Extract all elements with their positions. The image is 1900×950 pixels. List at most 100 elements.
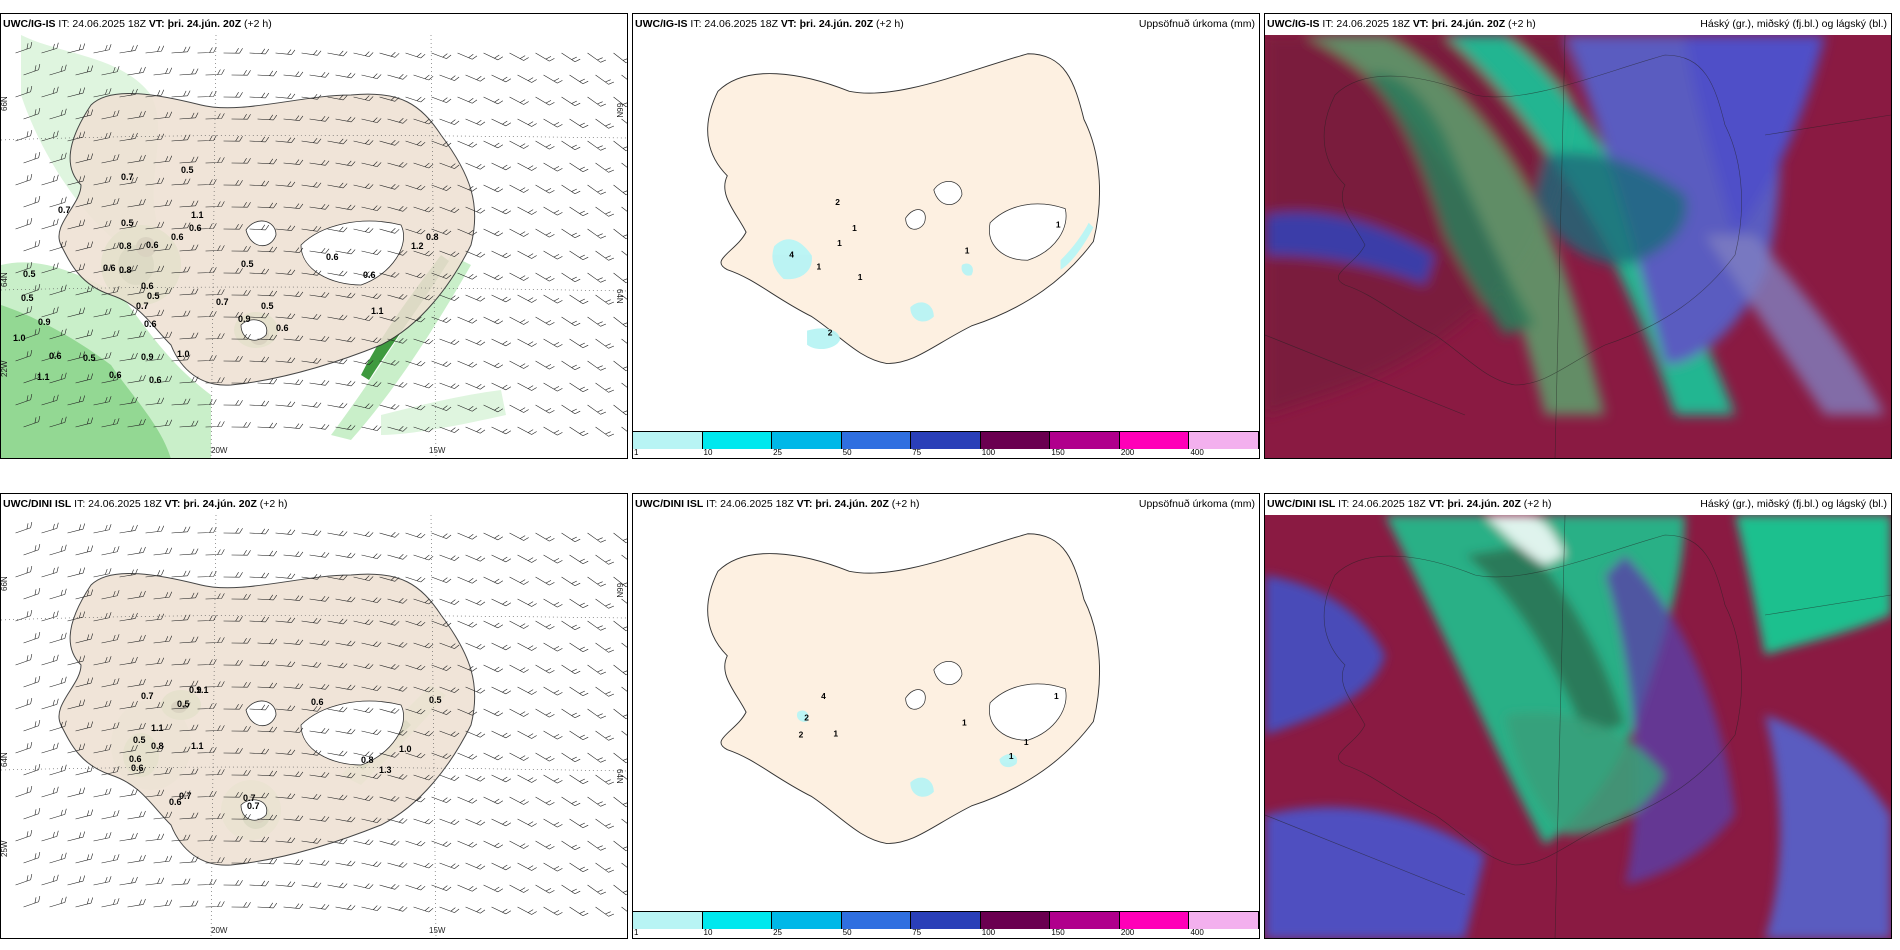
colorbar-tick: 10 — [703, 448, 713, 457]
wind-barb — [361, 293, 382, 299]
wind-barb — [283, 203, 304, 209]
wind-barb — [249, 48, 270, 55]
wind-barb — [465, 598, 486, 606]
wind-barb — [483, 884, 504, 893]
wind-barb — [41, 830, 59, 842]
wind-barb — [587, 184, 607, 195]
wind-barb — [413, 382, 434, 389]
wind-barb — [413, 206, 434, 213]
lead-time: (+2 h) — [1508, 18, 1536, 30]
init-time: IT: 24.06.2025 18Z — [74, 498, 162, 510]
wind-barb — [405, 708, 426, 715]
wind-barb — [465, 426, 486, 434]
wind-barb — [327, 138, 348, 145]
wind-barb — [119, 876, 138, 886]
wind-barb — [101, 898, 120, 908]
wind-barb — [569, 162, 589, 173]
wind-barb — [93, 876, 112, 886]
wind-barb — [379, 532, 400, 538]
model-name: UWC/DINI ISL — [1267, 498, 1336, 510]
wind-barb — [327, 402, 348, 409]
wind-barb — [413, 818, 434, 825]
wind-barb — [431, 316, 452, 323]
wind-barb — [561, 96, 581, 107]
wind-barb — [41, 262, 59, 274]
value-label: 0.6 — [169, 797, 182, 807]
wind-barb — [41, 306, 59, 318]
wind-barb — [543, 862, 563, 872]
value-label: 1 — [816, 262, 821, 272]
value-label: 1.0 — [399, 744, 412, 754]
wind-barb — [465, 818, 486, 826]
wind-barb — [335, 204, 356, 211]
wind-barb — [413, 642, 434, 649]
wind-barb — [127, 722, 146, 732]
wind-barb — [431, 532, 452, 539]
wind-barb — [231, 334, 251, 340]
wind-barb — [145, 613, 165, 622]
wind-barb — [23, 675, 41, 688]
wind-barb — [387, 598, 408, 604]
wind-barb — [465, 906, 486, 914]
value-label: 0.6 — [49, 351, 62, 361]
wind-barb — [613, 620, 627, 632]
wind-barb — [197, 747, 217, 754]
wind-barb — [431, 272, 452, 279]
wind-barb — [171, 702, 191, 710]
wind-barb — [205, 901, 225, 908]
wind-barb — [49, 284, 67, 296]
wind-barb — [153, 767, 173, 776]
wind-barb — [93, 568, 112, 578]
wind-barb — [561, 664, 581, 675]
wind-barb — [127, 810, 146, 820]
wind-barb — [561, 228, 581, 239]
wind-barb — [509, 96, 529, 105]
wind-barb — [101, 418, 120, 428]
wind-barb — [431, 140, 452, 147]
wind-barb — [379, 52, 400, 58]
wind-barb — [413, 554, 434, 561]
wind-barb — [145, 177, 165, 186]
wind-barb — [231, 114, 251, 120]
wind-barb — [301, 93, 322, 100]
wind-barb — [171, 658, 191, 666]
wind-barb — [431, 228, 452, 235]
value-label: 0.9 — [141, 352, 154, 362]
wind-barb — [41, 174, 59, 186]
wind-barb — [101, 722, 120, 732]
wind-barb — [405, 140, 426, 147]
wind-barb — [387, 74, 408, 80]
wind-barb — [405, 796, 426, 803]
wind-barb — [353, 315, 374, 321]
wind-barb — [491, 862, 512, 871]
wind-barb — [535, 664, 555, 674]
colorbar-tick: 50 — [842, 448, 852, 457]
value-label: 0.5 — [177, 699, 190, 709]
wind-barb — [457, 752, 478, 760]
wind-barb — [535, 360, 555, 370]
wind-barb — [301, 269, 322, 276]
value-label: 0.7 — [179, 791, 192, 801]
wind-barb — [387, 338, 408, 344]
wind-barb — [171, 834, 191, 842]
wind-barb — [49, 196, 67, 208]
wind-barb — [335, 860, 356, 867]
wind-barb — [231, 858, 251, 864]
wind-barb — [595, 818, 615, 829]
wind-barb — [535, 752, 555, 762]
wind-barb — [179, 244, 199, 252]
wind-barb — [67, 655, 86, 666]
wind-barb — [205, 813, 225, 820]
wind-barb — [431, 576, 452, 583]
wind-barb — [249, 136, 270, 143]
wind-barb — [23, 763, 41, 776]
wind-barb — [257, 550, 278, 557]
wind-barb — [275, 881, 296, 887]
wind-barb — [509, 228, 529, 237]
wind-barb — [257, 682, 278, 689]
init-time: IT: 24.06.2025 18Z — [1338, 498, 1426, 510]
wind-barb — [49, 632, 67, 644]
wind-barb — [587, 796, 607, 807]
wind-barb — [275, 181, 296, 187]
wind-barb — [517, 426, 537, 435]
